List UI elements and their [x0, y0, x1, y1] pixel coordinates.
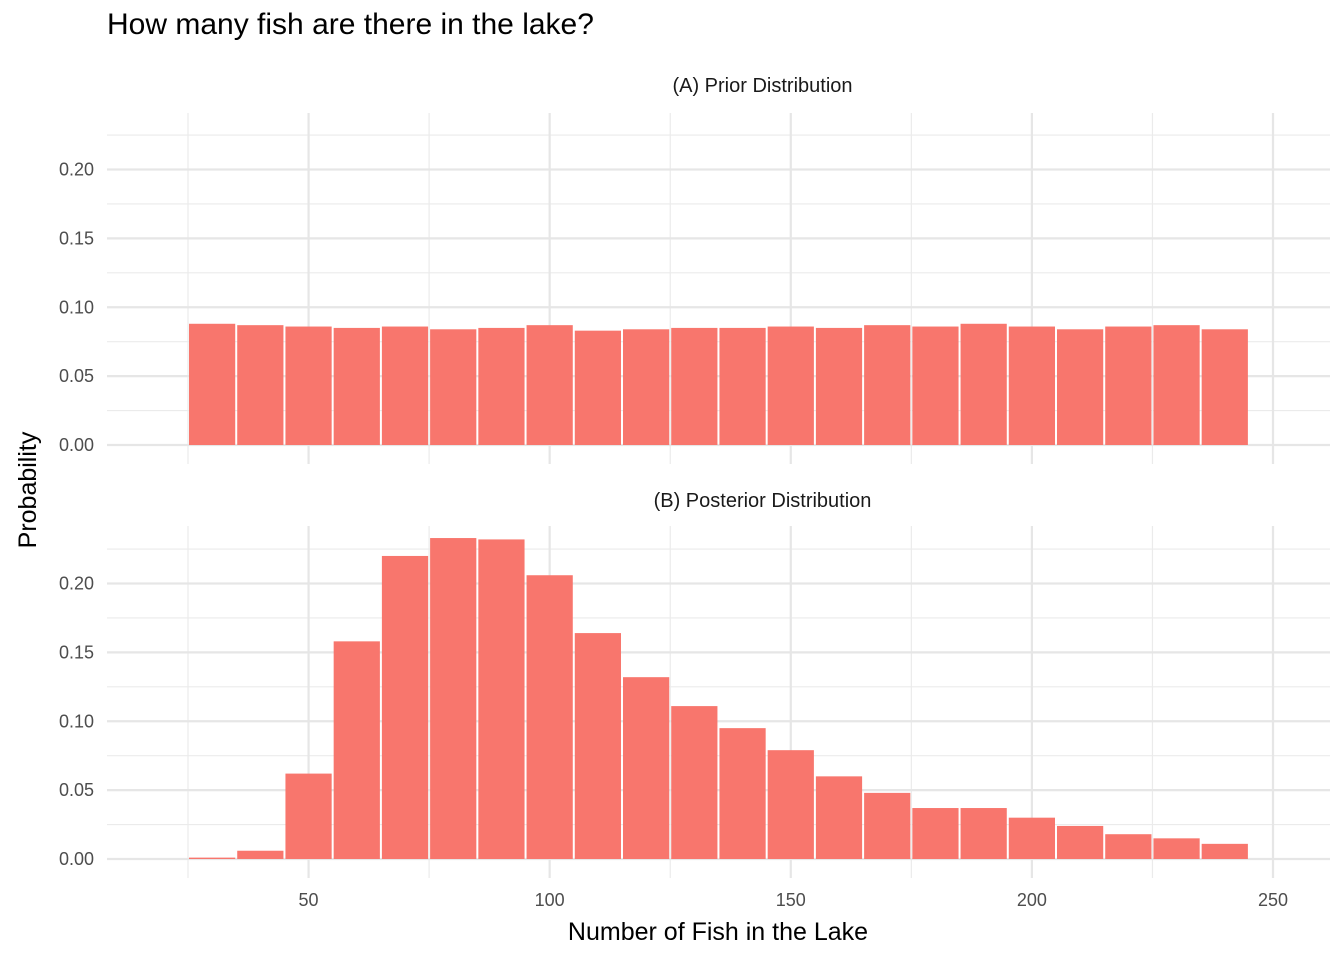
histogram-bar: [1201, 843, 1248, 859]
y-axis-title: Probability: [14, 431, 42, 548]
panel-strip-label: (B) Posterior Distribution: [654, 490, 872, 512]
histogram-bar: [864, 792, 911, 859]
histogram-bar: [960, 808, 1007, 859]
y-tick-label: 0.10: [59, 297, 94, 317]
y-tick-label: 0.10: [59, 711, 94, 731]
histogram-bar: [189, 857, 236, 859]
histogram-bar: [526, 325, 573, 445]
y-tick-label: 0.20: [59, 574, 94, 594]
histogram-bar: [719, 728, 766, 859]
y-tick-label: 0.00: [59, 435, 94, 455]
histogram-bar: [1057, 329, 1104, 445]
panel-strip-label: (A) Prior Distribution: [672, 75, 852, 97]
histogram-bar: [1008, 817, 1055, 859]
histogram-bar: [478, 539, 525, 859]
histogram-bar: [1153, 325, 1200, 445]
histogram-bar: [815, 327, 863, 445]
y-tick-label: 0.15: [59, 642, 94, 662]
histogram-bar: [960, 323, 1007, 445]
histogram-bar: [912, 326, 959, 445]
histogram-bar: [285, 773, 332, 859]
histogram-bar: [671, 327, 718, 445]
y-tick-label: 0.05: [59, 780, 94, 800]
histogram-bar: [1153, 838, 1200, 859]
histogram-bar: [381, 555, 429, 859]
histogram-bar: [912, 808, 959, 859]
histogram-bar: [333, 327, 380, 445]
histogram-bar: [671, 706, 718, 859]
histogram-bar: [767, 750, 814, 859]
y-tick-label: 0.20: [59, 160, 94, 180]
histogram-bar: [1201, 329, 1248, 445]
histogram-bar: [574, 330, 621, 445]
histogram-bar: [237, 850, 284, 859]
y-tick-label: 0.05: [59, 366, 94, 386]
histogram-bar: [381, 326, 429, 445]
histogram-bar: [333, 641, 380, 859]
chart-title: How many fish are there in the lake?: [107, 8, 594, 41]
histogram-bar: [767, 326, 814, 445]
histogram-bar: [430, 538, 477, 859]
x-tick-label: 150: [776, 890, 806, 910]
histogram-bar: [1057, 825, 1104, 859]
x-tick-label: 250: [1258, 890, 1288, 910]
y-tick-label: 0.15: [59, 228, 94, 248]
histogram-bar: [623, 677, 670, 859]
x-tick-label: 200: [1017, 890, 1047, 910]
x-tick-label: 100: [535, 890, 565, 910]
histogram-bar: [574, 633, 621, 859]
x-axis-title: Number of Fish in the Lake: [568, 918, 868, 946]
histogram-bar: [285, 326, 332, 445]
histogram-bar: [1008, 326, 1055, 445]
histogram-bar: [1105, 326, 1152, 445]
histogram-bar: [478, 327, 525, 445]
histogram-bar: [189, 323, 236, 445]
histogram-bar: [864, 325, 911, 445]
histogram-bar: [430, 329, 477, 445]
histogram-bar: [1105, 834, 1152, 859]
histogram-bar: [719, 327, 766, 445]
y-tick-label: 0.00: [59, 849, 94, 869]
histogram-bar: [623, 329, 670, 445]
histogram-bar: [815, 776, 863, 859]
histogram-bar: [237, 325, 284, 445]
x-tick-label: 50: [299, 890, 319, 910]
histogram-bar: [526, 575, 573, 859]
